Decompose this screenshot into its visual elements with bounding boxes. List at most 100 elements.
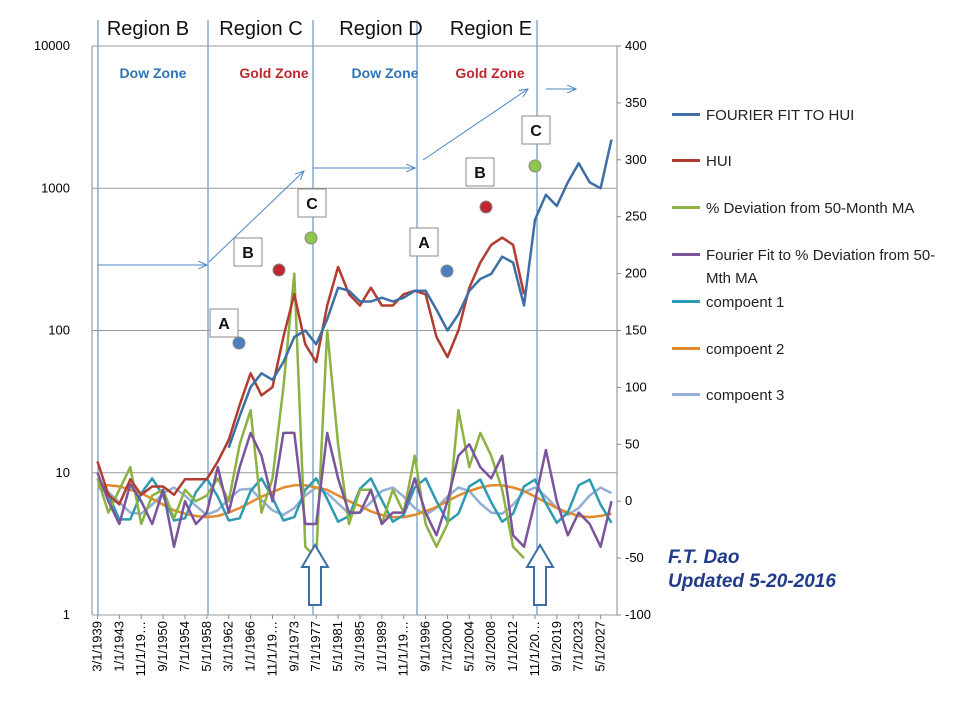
markers bbox=[209, 115, 551, 350]
y2-tick-label: -100 bbox=[625, 607, 651, 622]
legend-label: compoent 2 bbox=[706, 341, 785, 358]
x-tick-label: 9/1/1996 bbox=[418, 621, 433, 672]
series-line bbox=[96, 477, 613, 525]
x-tick-label: 7/1/1977 bbox=[308, 621, 323, 672]
dot bbox=[272, 263, 286, 277]
y2-tick-label: 50 bbox=[625, 436, 639, 451]
annotation: Dow Zone bbox=[352, 65, 419, 81]
x-tick-label: 5/1/2004 bbox=[461, 621, 476, 672]
legend-entry: compoent 1 bbox=[672, 291, 942, 314]
x-tick-label: 11/1/20… bbox=[527, 621, 542, 676]
x-tick-label: 3/1/1939 bbox=[89, 621, 104, 672]
annotation: Region B bbox=[107, 18, 189, 40]
x-tick-label: 5/1/1981 bbox=[330, 621, 345, 672]
legend-entry: % Deviation from 50-Month MA bbox=[672, 197, 942, 220]
dot bbox=[232, 336, 246, 350]
annotation: A bbox=[218, 316, 230, 333]
annotation: B bbox=[242, 245, 254, 262]
series-line bbox=[96, 431, 613, 548]
label-box bbox=[233, 237, 263, 267]
y2-tick-label: 150 bbox=[625, 323, 647, 338]
y-tick-label: 1 bbox=[63, 607, 70, 622]
label-box bbox=[521, 115, 551, 145]
x-tick-label: 1/1/1943 bbox=[111, 621, 126, 672]
annotation: Gold Zone bbox=[455, 65, 524, 81]
label-box bbox=[297, 188, 327, 218]
x-tick-label: 9/1/2019 bbox=[549, 621, 564, 672]
series-line bbox=[96, 272, 525, 560]
x-tick-label: 7/1/1954 bbox=[177, 621, 192, 672]
y-tick-label: 10 bbox=[56, 465, 70, 480]
legend-swatch bbox=[672, 159, 700, 162]
y2-tick-label: 250 bbox=[625, 209, 647, 224]
x-tick-label: 3/1/2008 bbox=[483, 621, 498, 672]
legend-entry: Fourier Fit to % Deviation from 50-Mth M… bbox=[672, 244, 942, 290]
dot bbox=[304, 231, 318, 245]
y-tick-label: 100 bbox=[48, 323, 70, 338]
annotation: C bbox=[306, 196, 318, 213]
label-box bbox=[409, 227, 439, 257]
y2-tick-label: 200 bbox=[625, 266, 647, 281]
y2-tick-label: 300 bbox=[625, 152, 647, 167]
legend-swatch bbox=[672, 253, 700, 256]
annotation: Updated 5-20-2016 bbox=[668, 571, 836, 592]
y2-tick-label: 0 bbox=[625, 493, 632, 508]
x-tick-label: 11/1/19… bbox=[264, 621, 279, 676]
annotation: Gold Zone bbox=[239, 65, 308, 81]
legend-entry: HUI bbox=[672, 150, 942, 173]
legend-entry: compoent 2 bbox=[672, 338, 942, 361]
label-box bbox=[465, 157, 495, 187]
legend-label: compoent 1 bbox=[706, 294, 785, 311]
legend-label: FOURIER FIT TO HUI bbox=[706, 107, 855, 124]
x-tick-label: 1/1/2012 bbox=[505, 621, 520, 672]
series-line bbox=[227, 139, 613, 449]
annotation: F.T. Dao bbox=[668, 547, 739, 568]
annotation: Dow Zone bbox=[120, 65, 187, 81]
legend-swatch bbox=[672, 206, 700, 209]
arrow bbox=[422, 89, 528, 161]
annotation: C bbox=[530, 123, 542, 140]
x-tick-label: 5/1/2027 bbox=[593, 621, 608, 672]
x-tick-label: 3/1/1985 bbox=[352, 621, 367, 672]
y-tick-label: 1000 bbox=[41, 180, 70, 195]
y2-tick-label: 100 bbox=[625, 379, 647, 394]
plot: 1 10 100 1000 10000 -100 -50 0 50 100 150 200 250 300… bbox=[34, 38, 651, 676]
annotation: Region D bbox=[339, 18, 422, 40]
hollow-arrow bbox=[300, 543, 330, 606]
y2-tick-label: -50 bbox=[625, 550, 644, 565]
y-tick-label: 10000 bbox=[34, 38, 70, 53]
legend-label: % Deviation from 50-Month MA bbox=[706, 200, 915, 217]
x-tick-label: 11/1/19… bbox=[133, 621, 148, 676]
annotation: Region C bbox=[219, 18, 302, 40]
dot bbox=[528, 159, 542, 173]
legend-label: HUI bbox=[706, 153, 732, 170]
hollow-arrow bbox=[525, 543, 555, 606]
x-tick-label: 5/1/1958 bbox=[199, 621, 214, 672]
legend-label: Fourier Fit to % Deviation from 50-Mth M… bbox=[706, 247, 936, 287]
legend-swatch bbox=[672, 393, 700, 396]
x-tick-label: 1/1/1989 bbox=[374, 621, 389, 672]
series-line bbox=[96, 236, 526, 506]
y2-tick-label: 350 bbox=[625, 95, 647, 110]
arrow bbox=[208, 171, 304, 263]
dot bbox=[479, 200, 493, 214]
x-tick-label: 11/1/19… bbox=[396, 621, 411, 676]
legend-entry: FOURIER FIT TO HUI bbox=[672, 104, 942, 127]
annotation: Region E bbox=[450, 18, 532, 40]
x-tick-label: 7/1/2023 bbox=[571, 621, 586, 672]
legend-swatch bbox=[672, 347, 700, 350]
legend-swatch bbox=[672, 300, 700, 303]
x-tick-label: 9/1/1973 bbox=[286, 621, 301, 672]
label-box bbox=[209, 308, 239, 338]
x-tick-label: 9/1/1950 bbox=[155, 621, 170, 672]
arrows bbox=[98, 89, 576, 606]
annotation: A bbox=[418, 235, 430, 252]
x-tick-label: 3/1/1962 bbox=[221, 621, 236, 672]
legend-entry: compoent 3 bbox=[672, 384, 942, 407]
annotation: B bbox=[474, 165, 486, 182]
dot bbox=[440, 264, 454, 278]
legend-label: compoent 3 bbox=[706, 387, 785, 404]
y2-tick-label: 400 bbox=[625, 38, 647, 53]
